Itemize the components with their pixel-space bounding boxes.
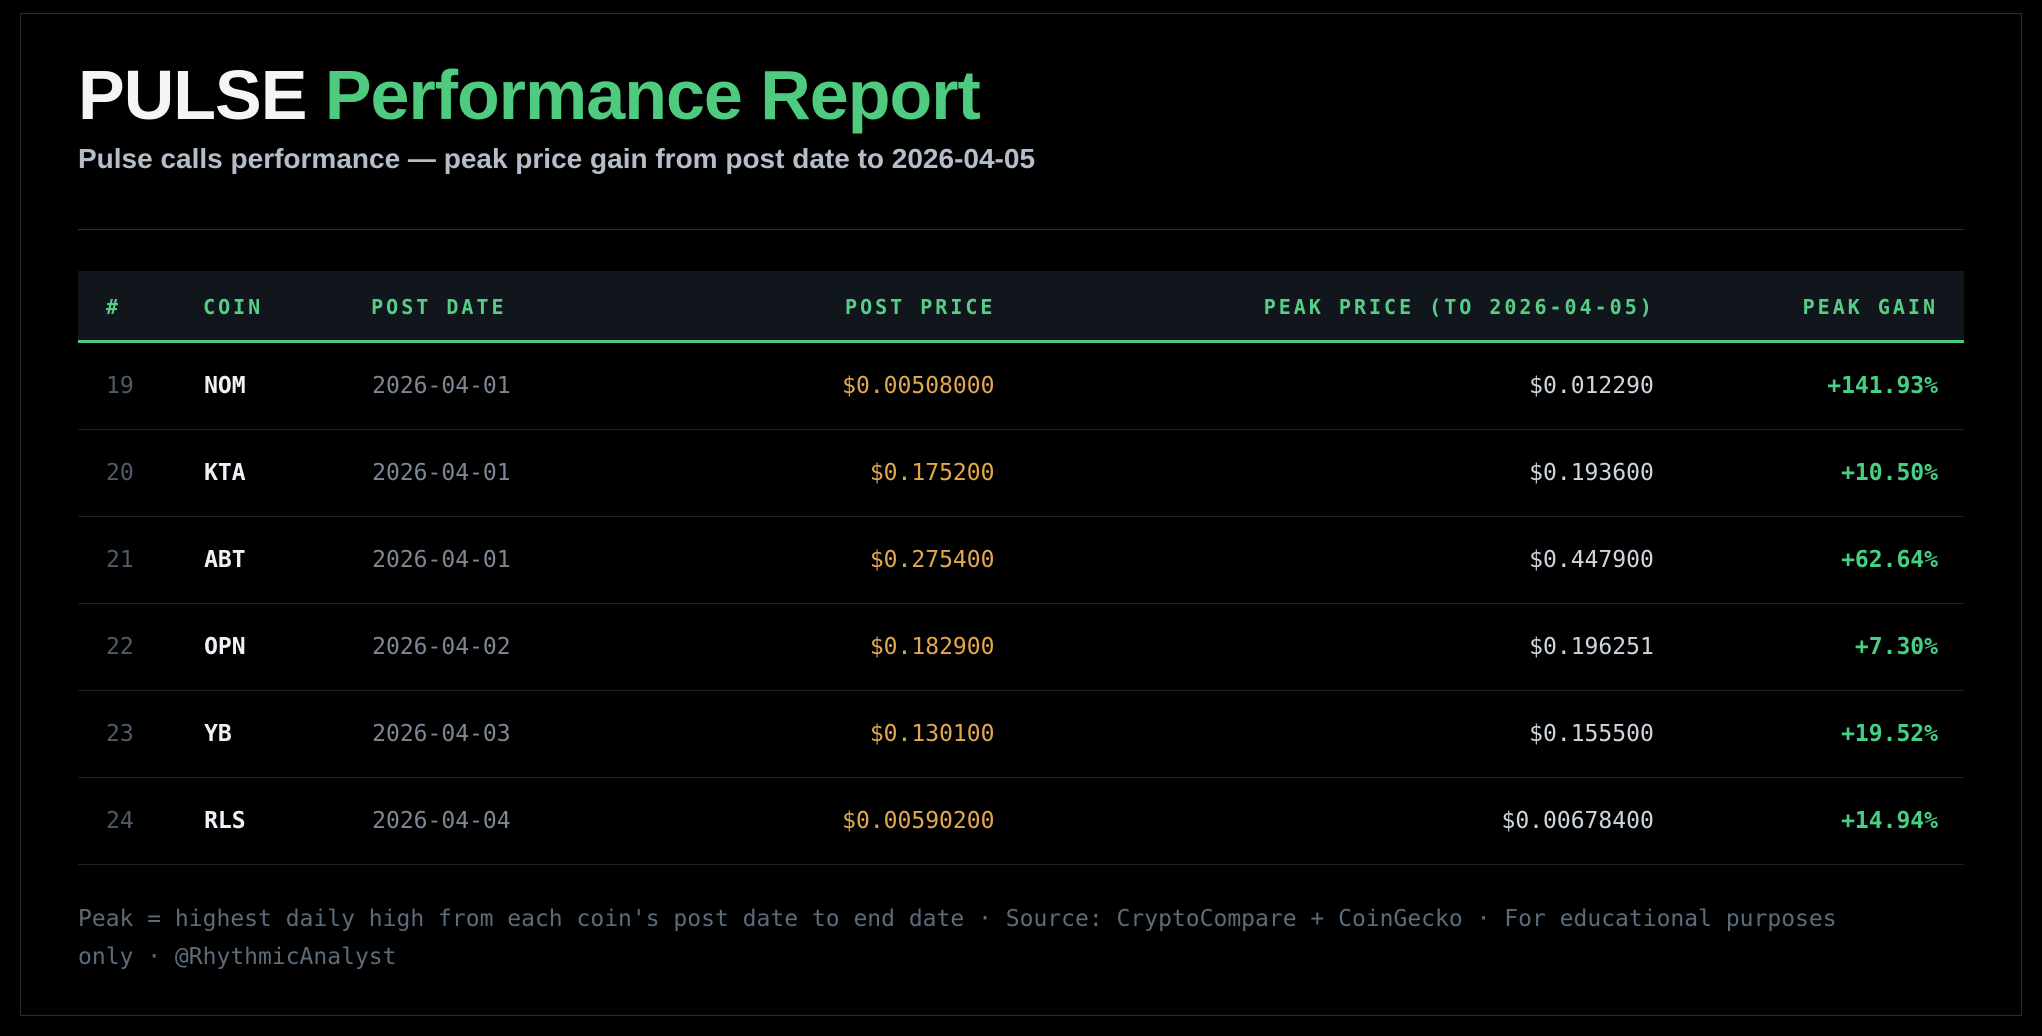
peak-price: $0.00678400 <box>995 777 1655 865</box>
header-post-price: POST PRICE <box>621 271 996 343</box>
title-rest: Performance Report <box>324 56 981 134</box>
table-body: 19 NOM 2026-04-01 $0.00508000 $0.012290 … <box>78 341 1964 865</box>
post-date: 2026-04-04 <box>371 777 622 865</box>
table-header: # COIN POST DATE POST PRICE PEAK PRICE (… <box>78 271 1964 343</box>
table-row: 23 YB 2026-04-03 $0.130100 $0.155500 +19… <box>78 690 1964 778</box>
table-row: 22 OPN 2026-04-02 $0.182900 $0.196251 +7… <box>78 603 1964 691</box>
page-title: PULSE Performance Report <box>78 60 1964 130</box>
row-number: 22 <box>78 603 204 691</box>
table-row: 20 KTA 2026-04-01 $0.175200 $0.193600 +1… <box>78 429 1964 517</box>
post-price: $0.175200 <box>621 429 996 517</box>
header-index: # <box>78 271 204 343</box>
coin-symbol: ABT <box>203 516 372 604</box>
title-brand: PULSE <box>78 56 307 134</box>
post-date: 2026-04-01 <box>371 341 622 430</box>
footnote: Peak = highest daily high from each coin… <box>78 906 1837 970</box>
post-price: $0.130100 <box>621 690 996 778</box>
row-number: 23 <box>78 690 204 778</box>
post-price: $0.00590200 <box>621 777 996 865</box>
post-date: 2026-04-03 <box>371 690 622 778</box>
peak-price: $0.012290 <box>995 341 1655 430</box>
post-date: 2026-04-02 <box>371 603 622 691</box>
row-number: 24 <box>78 777 204 865</box>
peak-gain: +14.94% <box>1654 777 1964 865</box>
peak-gain: +141.93% <box>1654 341 1964 430</box>
post-price: $0.00508000 <box>621 341 996 430</box>
header-coin: COIN <box>203 271 372 343</box>
top-divider <box>78 229 1964 230</box>
coin-symbol: KTA <box>203 429 372 517</box>
peak-gain: +62.64% <box>1654 516 1964 604</box>
peak-price: $0.193600 <box>995 429 1655 517</box>
peak-price: $0.155500 <box>995 690 1655 778</box>
peak-price: $0.447900 <box>995 516 1655 604</box>
header-peak-price: PEAK PRICE (TO 2026-04-05) <box>995 271 1655 343</box>
table-row: 21 ABT 2026-04-01 $0.275400 $0.447900 +6… <box>78 516 1964 604</box>
post-date: 2026-04-01 <box>371 429 622 517</box>
report-panel: PULSE Performance Report Pulse calls per… <box>20 13 2022 1016</box>
coin-symbol: YB <box>203 690 372 778</box>
table-row: 19 NOM 2026-04-01 $0.00508000 $0.012290 … <box>78 341 1964 430</box>
peak-price: $0.196251 <box>995 603 1655 691</box>
table-header-row: # COIN POST DATE POST PRICE PEAK PRICE (… <box>78 271 1964 343</box>
coin-symbol: OPN <box>203 603 372 691</box>
peak-gain: +10.50% <box>1654 429 1964 517</box>
page-subtitle: Pulse calls performance — peak price gai… <box>78 143 1036 174</box>
header-peak-gain: PEAK GAIN <box>1654 271 1964 343</box>
post-date: 2026-04-01 <box>371 516 622 604</box>
post-price: $0.182900 <box>621 603 996 691</box>
performance-table: # COIN POST DATE POST PRICE PEAK PRICE (… <box>78 271 1964 865</box>
peak-gain: +19.52% <box>1654 690 1964 778</box>
row-number: 19 <box>78 341 204 430</box>
row-number: 20 <box>78 429 204 517</box>
post-price: $0.275400 <box>621 516 996 604</box>
coin-symbol: RLS <box>203 777 372 865</box>
row-number: 21 <box>78 516 204 604</box>
coin-symbol: NOM <box>203 341 372 430</box>
table-row: 24 RLS 2026-04-04 $0.00590200 $0.0067840… <box>78 777 1964 865</box>
peak-gain: +7.30% <box>1654 603 1964 691</box>
header-post-date: POST DATE <box>371 271 622 343</box>
